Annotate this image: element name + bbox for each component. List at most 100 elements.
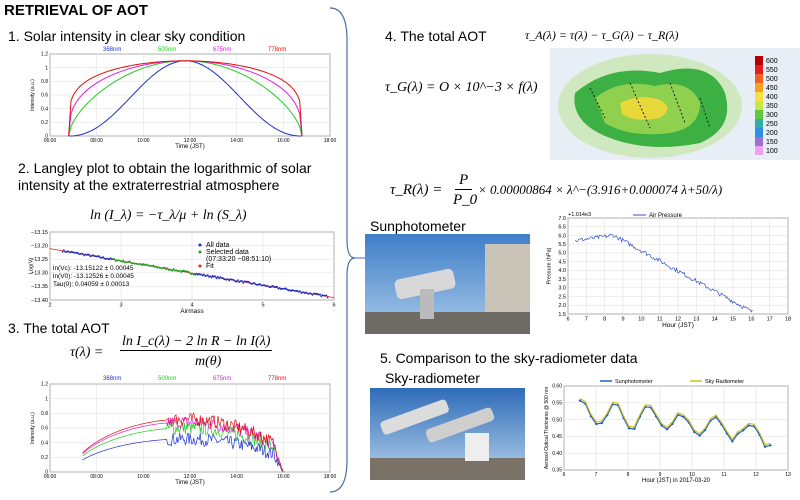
photo-label: Sunphotometer: [370, 218, 466, 234]
data-point: [215, 277, 218, 280]
data-point: [299, 290, 301, 293]
building: [485, 244, 530, 314]
x-axis-label: Time (JST): [175, 144, 204, 150]
x-tick-label: 06:00: [44, 474, 57, 480]
data-point: [194, 273, 197, 276]
data-point: [210, 276, 213, 279]
data-point: [196, 273, 199, 276]
data-point: [141, 264, 144, 267]
map-contour: [589, 82, 711, 129]
data-point: [98, 255, 101, 258]
data-point: [100, 257, 103, 259]
data-point: [109, 257, 112, 260]
y-tick-label: 5.5: [558, 242, 566, 248]
data-point: [296, 289, 299, 292]
data-point: [203, 273, 205, 276]
data-point: [253, 282, 256, 284]
y-tick-label: 0.45: [552, 434, 562, 440]
scale-label: 600: [766, 58, 778, 65]
x-tick-label: 2: [48, 303, 51, 309]
data-point: [227, 278, 229, 281]
x-tick-label: 11: [657, 317, 663, 323]
scale-swatch: [755, 65, 763, 74]
data-point: [633, 427, 636, 431]
data-point: [175, 269, 178, 272]
data-point: [276, 286, 279, 288]
fit-stat: ln(Vc): -13.15122 ± 0.00045: [53, 265, 134, 272]
data-point: [88, 253, 91, 256]
x-tick-label: 06:00: [44, 138, 57, 144]
legend-entry: 675nm: [213, 47, 231, 53]
data-point: [62, 249, 65, 252]
y-tick-label: 4.0: [558, 268, 566, 274]
langley-chart: 2 3 4 5 6 −13.40 −13.35 −13.30 −13.25 −13.20 −13.1…: [28, 230, 335, 315]
bracket: [329, 7, 370, 493]
x-tick-label: 14: [712, 317, 718, 323]
x-tick-label: 7: [585, 317, 588, 323]
sky-radiometer-photo: [370, 388, 525, 480]
y-tick-label: 0.6: [41, 93, 48, 99]
equation: P: [455, 172, 473, 190]
data-point: [162, 266, 165, 269]
bracket-line: [329, 7, 356, 493]
data-point: [238, 281, 241, 283]
scale-label: 250: [766, 121, 778, 128]
intensity-chart: 06:00 08:00 10:00 12:00 14:00 16:00 18:00 0 0.2 0…: [30, 47, 336, 150]
x-tick-label: 6: [563, 472, 566, 478]
data-point: [304, 292, 306, 295]
instrument: [425, 407, 495, 443]
data-point: [769, 444, 772, 447]
data-point: [285, 287, 287, 290]
aerosol-map: 600 550 500 450 400 350 300 250 200 150 100: [550, 48, 800, 160]
y-tick-label: 2.0: [558, 303, 566, 309]
data-point: [187, 271, 190, 273]
y-tick-label: 1: [45, 65, 48, 71]
scale-label: 400: [766, 94, 778, 101]
data-point: [205, 275, 208, 277]
data-point: [219, 276, 222, 278]
curve: [579, 398, 771, 446]
x-tick-label: 17: [767, 317, 773, 323]
data-point: [228, 279, 231, 282]
y-tick-label: 1.5: [558, 312, 566, 318]
y-tick-label: 5.0: [558, 251, 566, 257]
scale-swatch: [755, 56, 763, 65]
equation: τ_G(λ) = O × 10^−3 × f(λ): [385, 80, 538, 95]
data-point: [61, 251, 64, 253]
data-point: [102, 256, 104, 258]
x-tick-label: 12: [675, 317, 681, 323]
data-point: [128, 260, 131, 263]
rooftop: [365, 312, 530, 334]
scale-label: 100: [766, 148, 778, 155]
y-tick-label: 0.8: [41, 411, 48, 417]
equation: m(θ): [195, 354, 222, 369]
data-point: [742, 429, 745, 432]
y-tick-label: 4.5: [558, 259, 566, 265]
y-tick-label: 1.2: [41, 382, 48, 388]
legend-entry: 368nm: [103, 376, 121, 382]
y-axis-label: Intensity (a.u.): [30, 412, 36, 444]
y-tick-label: 7.0: [558, 216, 566, 222]
data-point: [665, 428, 669, 431]
scale-label: 450: [766, 85, 778, 92]
x-tick-label: 3: [119, 303, 122, 309]
y-tick-label: 0.50: [552, 417, 562, 423]
data-point: [108, 258, 111, 261]
data-point: [311, 293, 314, 296]
legend-entry: (07:33:20 −08:51:10): [206, 256, 271, 263]
curve: [82, 422, 284, 473]
slide-title: RETRIEVAL OF AOT: [4, 2, 148, 19]
aot-intensity-chart: 06:00 08:00 10:00 12:00 14:00 16:00 18:00 0 0.2 0…: [30, 376, 336, 486]
y-axis-label: Log(V): [28, 258, 34, 275]
data-point: [600, 421, 603, 425]
x-tick-label: 16:00: [277, 138, 290, 144]
fit-stat: Tau(0): 0.04059 ± 0.00013: [53, 281, 130, 288]
data-point: [286, 288, 289, 291]
data-point: [155, 265, 157, 268]
data-point: [325, 294, 328, 297]
data-point: [200, 273, 203, 276]
x-tick-label: 10:00: [137, 138, 150, 144]
data-point: [142, 262, 145, 265]
y-tick-label: 0.35: [552, 468, 562, 474]
x-tick-label: 08:00: [90, 474, 103, 480]
